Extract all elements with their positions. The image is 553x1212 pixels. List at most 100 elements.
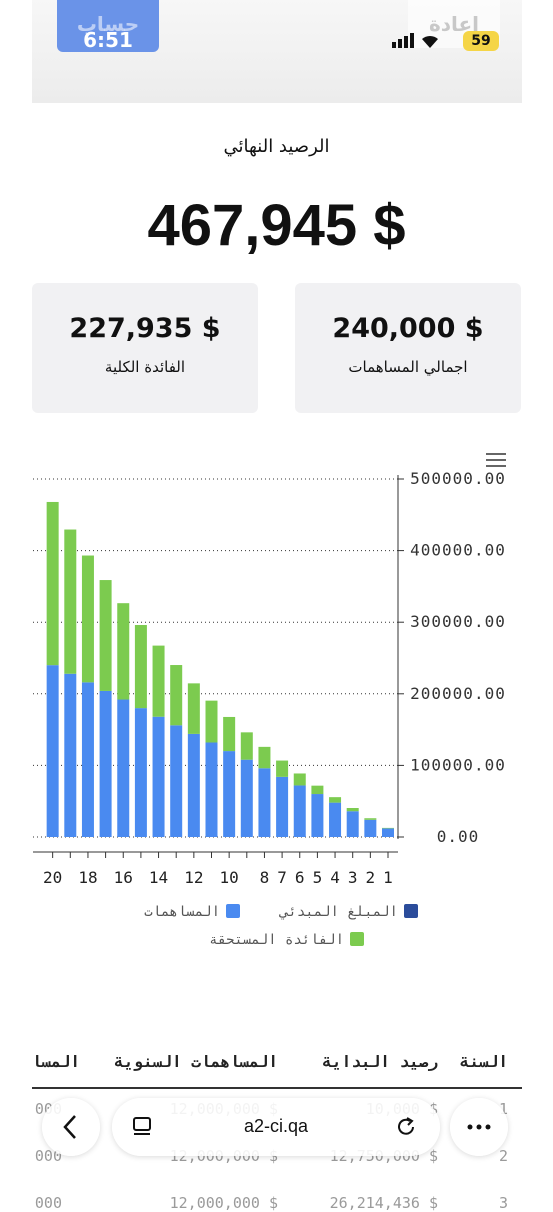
x-tick-label: 5 <box>313 868 323 887</box>
x-tick-label: 10 <box>220 868 239 887</box>
menu-line <box>486 453 506 455</box>
icon-box <box>133 1117 151 1131</box>
bar <box>311 785 324 795</box>
chart: 0.00 100000.00 200000.00 300000.00 400000.00… <box>33 453 506 948</box>
menu-line <box>486 459 506 461</box>
address-bar[interactable]: a2-ci.qa <box>112 1098 440 1156</box>
bar <box>64 673 77 837</box>
bar <box>81 682 94 837</box>
table-header: المسا <box>32 1052 80 1071</box>
bar <box>134 708 147 837</box>
icon-line <box>134 1133 150 1135</box>
signal <box>410 33 414 48</box>
signal <box>404 36 408 48</box>
back-button[interactable] <box>42 1098 100 1156</box>
more-button[interactable] <box>450 1098 508 1156</box>
back-icon <box>63 1115 76 1139</box>
card: 240,000 $ اجمالي المساهمات <box>295 283 521 413</box>
wifi <box>422 35 438 48</box>
x-tick-label: 2 <box>366 868 376 887</box>
signal <box>398 39 402 48</box>
bar <box>276 760 289 777</box>
x-tick-label: 4 <box>330 868 340 887</box>
bar <box>346 811 359 837</box>
bar <box>364 819 377 837</box>
signal <box>392 42 396 48</box>
x-tick-label: 16 <box>114 868 133 887</box>
bar <box>46 501 59 666</box>
bar <box>346 808 359 812</box>
chart-menu[interactable] <box>486 453 506 467</box>
x-tick-label: 3 <box>348 868 358 887</box>
legend-swatch <box>350 932 364 946</box>
bar <box>240 759 253 837</box>
x-tick-label: 12 <box>184 868 203 887</box>
bar <box>117 603 130 700</box>
table-cell: 26,214,436 $ <box>329 1194 438 1212</box>
bar <box>152 716 165 837</box>
table-cell: 3 <box>498 1194 508 1212</box>
table-header: المساهمات السنوية <box>114 1052 278 1071</box>
legend-label: الفائدة المستحقة <box>209 932 344 948</box>
bar <box>329 797 342 803</box>
x-tick-label: 8 <box>260 868 270 887</box>
card-label: الفائدة الكلية <box>104 358 186 376</box>
bar <box>382 828 394 837</box>
bar <box>187 683 200 734</box>
account-button[interactable]: حساب <box>76 12 140 36</box>
chevron <box>63 1115 76 1139</box>
dot <box>467 1124 473 1130</box>
y-tick-label: 300000.00 <box>410 612 506 631</box>
bar <box>152 645 165 717</box>
bar <box>293 785 306 837</box>
reload-icon[interactable] <box>396 1116 418 1138</box>
bar <box>223 751 236 837</box>
bar <box>276 776 289 837</box>
final-balance: 467,945 $ <box>147 193 406 258</box>
final-label: الرصيد النهائي <box>223 136 330 157</box>
bar <box>99 690 112 837</box>
legend-label: المساهمات <box>144 904 220 920</box>
bar <box>205 742 218 837</box>
y-tick-label: 400000.00 <box>410 541 506 560</box>
bar <box>64 529 77 674</box>
more-icon <box>467 1124 491 1130</box>
bar <box>134 625 147 709</box>
dot <box>485 1124 491 1130</box>
bar <box>329 802 342 837</box>
legend-swatch <box>226 904 240 918</box>
bar <box>364 818 377 820</box>
reload-arrow <box>406 1117 414 1126</box>
x-tick-label: 1 <box>383 868 393 887</box>
bar <box>382 827 394 829</box>
x-tick-label: 14 <box>149 868 168 887</box>
bar <box>81 555 94 683</box>
x-tick-label: 6 <box>295 868 305 887</box>
status-icons <box>392 33 438 48</box>
y-tick-label: 100000.00 <box>410 755 506 774</box>
legend-label: المبلغ المبدئي <box>279 904 398 920</box>
table-cell: 2 <box>498 1147 508 1165</box>
x-tick-label: 7 <box>277 868 287 887</box>
table-header: رصيد البداية <box>322 1052 438 1071</box>
bar <box>99 580 112 691</box>
dot <box>476 1124 482 1130</box>
bar <box>311 794 324 837</box>
recording-indicator: حساب <box>57 0 159 52</box>
table-cell: 12,000,000 $ <box>169 1194 278 1212</box>
card-label: اجمالي المساهمات <box>348 358 468 376</box>
y-tick-label: 500000.00 <box>410 469 506 488</box>
bar <box>258 768 271 837</box>
bar <box>205 700 218 743</box>
url: a2-ci.qa <box>243 1116 309 1136</box>
bar <box>46 665 59 837</box>
reader-icon <box>133 1117 151 1135</box>
menu-line <box>486 465 506 467</box>
bar <box>240 732 253 760</box>
table-cell: 000 $ <box>32 1194 62 1212</box>
card-value: 227,935 $ <box>69 313 221 344</box>
reload-arc <box>398 1118 414 1135</box>
status-time: 6:51 <box>83 28 133 52</box>
y-tick-label: 0.00 <box>437 827 480 846</box>
